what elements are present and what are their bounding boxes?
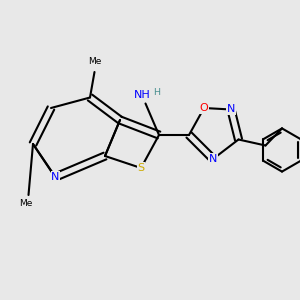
Text: N: N xyxy=(51,172,60,182)
Text: N: N xyxy=(227,104,235,115)
Text: Me: Me xyxy=(19,200,32,208)
Text: N: N xyxy=(209,154,217,164)
Text: NH: NH xyxy=(134,90,150,100)
Text: S: S xyxy=(137,163,145,173)
Text: H: H xyxy=(153,88,161,97)
Text: O: O xyxy=(200,103,208,113)
Text: Me: Me xyxy=(88,57,101,66)
